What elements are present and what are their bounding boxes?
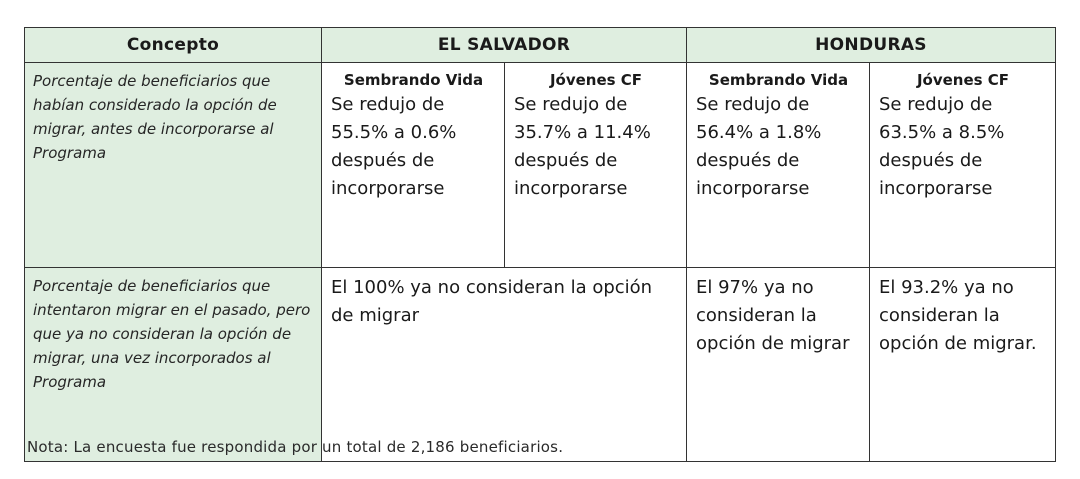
cell-value: El 93.2% ya no consideran la opción de m… <box>879 277 1037 354</box>
program-label: Jóvenes CF <box>549 71 643 89</box>
migration-table: Concepto EL SALVADOR HONDURAS Porcentaje… <box>24 27 1056 462</box>
header-row: Concepto EL SALVADOR HONDURAS <box>24 27 1056 63</box>
cell-value: El 97% ya no consideran la opción de mig… <box>696 277 850 354</box>
sv-sembrando-cell: Sembrando Vida Se redujo de 55.5% a 0.6%… <box>321 62 505 268</box>
cell-value: Se redujo de 55.5% a 0.6% después de inc… <box>331 94 457 199</box>
table-row: Porcentaje de beneficiarios que habían c… <box>24 62 1056 268</box>
header-honduras: HONDURAS <box>686 27 1056 63</box>
table-note: Nota: La encuesta fue respondida por un … <box>27 438 564 456</box>
sv-jovenes-cell: Jóvenes CF Se redujo de 35.7% a 11.4% de… <box>504 62 687 268</box>
cell-value: Se redujo de 56.4% a 1.8% después de inc… <box>696 94 822 199</box>
program-label: Sembrando Vida <box>708 71 849 89</box>
hn-jovenes-cell: Jóvenes CF Se redujo de 63.5% a 8.5% des… <box>869 62 1056 268</box>
sv-combined-cell: El 100% ya no consideran la opción de mi… <box>321 267 687 462</box>
program-label: Jóvenes CF <box>916 71 1010 89</box>
cell-value: Se redujo de 35.7% a 11.4% después de in… <box>514 94 651 199</box>
concept-cell: Porcentaje de beneficiarios que habían c… <box>24 62 322 268</box>
hn-sembrando-cell: El 97% ya no consideran la opción de mig… <box>686 267 870 462</box>
header-el-salvador: EL SALVADOR <box>321 27 687 63</box>
table-row: Porcentaje de beneficiarios que intentar… <box>24 267 1056 462</box>
hn-jovenes-cell: El 93.2% ya no consideran la opción de m… <box>869 267 1056 462</box>
cell-value: El 100% ya no consideran la opción de mi… <box>331 277 653 326</box>
cell-value: Se redujo de 63.5% a 8.5% después de inc… <box>879 94 1005 199</box>
header-concepto: Concepto <box>24 27 322 63</box>
concept-cell: Porcentaje de beneficiarios que intentar… <box>24 267 322 462</box>
program-label: Sembrando Vida <box>343 71 484 89</box>
hn-sembrando-cell: Sembrando Vida Se redujo de 56.4% a 1.8%… <box>686 62 870 268</box>
